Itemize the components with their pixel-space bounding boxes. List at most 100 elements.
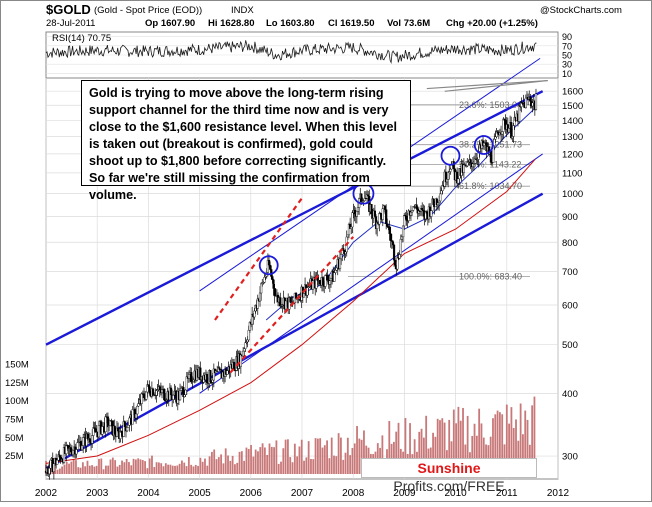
candle-body xyxy=(246,339,249,343)
price-tick-label: 1000 xyxy=(562,189,583,200)
candle-body xyxy=(185,376,188,391)
volume-bar xyxy=(319,438,322,474)
candle-body xyxy=(137,403,140,407)
candle-body xyxy=(183,394,186,397)
quote-date: 28-Jul-2011 xyxy=(46,18,95,29)
volume-bar xyxy=(176,465,179,474)
candle-body xyxy=(180,388,183,391)
volume-bar xyxy=(137,458,140,474)
volume-bar xyxy=(70,461,73,474)
candle-body xyxy=(192,379,195,382)
candle-body xyxy=(449,168,452,172)
volume-bar xyxy=(68,463,70,474)
volume-bar xyxy=(349,455,352,474)
price-tick-label: 1100 xyxy=(562,168,582,179)
candle-body xyxy=(86,433,89,439)
volume-bar xyxy=(162,466,165,474)
candle-body xyxy=(226,370,229,375)
volume-bar xyxy=(118,464,121,474)
volume-bar xyxy=(123,462,126,474)
volume-bar xyxy=(95,465,98,474)
candle-body xyxy=(169,387,173,396)
candle-body xyxy=(334,270,337,273)
volume-bar xyxy=(231,455,234,474)
watermark-link[interactable]: Sunshine Profits.com/FREE xyxy=(361,458,537,494)
volume-bar xyxy=(121,460,123,474)
volume-bar xyxy=(261,443,264,474)
volume-bar xyxy=(436,418,439,474)
candle-body xyxy=(318,280,321,285)
volume-bar xyxy=(192,466,195,474)
volume-bar xyxy=(79,467,82,474)
volume-bar xyxy=(220,454,223,474)
volume-bar xyxy=(275,440,278,474)
volume-bar xyxy=(287,439,289,474)
candle-body xyxy=(69,447,72,452)
volume-bar xyxy=(321,447,324,474)
x-tick-label: 2009 xyxy=(393,488,416,499)
x-tick-label: 2007 xyxy=(291,488,314,499)
volume-bar xyxy=(409,423,411,474)
x-tick-label: 2008 xyxy=(342,488,365,499)
price-tick-label: 1300 xyxy=(562,132,583,143)
price-tick-label: 1400 xyxy=(562,116,583,127)
candle-body xyxy=(335,267,338,271)
volume-bar xyxy=(466,415,469,474)
volume-bar xyxy=(268,443,271,474)
volume-bar xyxy=(160,463,163,474)
candle-body xyxy=(367,194,370,197)
rsi-tick-label: 50 xyxy=(562,51,572,61)
fib-label: 23.6%: 1503.04 xyxy=(459,100,522,110)
candle-body xyxy=(409,211,413,216)
volume-bar xyxy=(240,451,243,474)
moving-average-long xyxy=(45,159,536,464)
volume-bar xyxy=(307,441,310,474)
volume-bar xyxy=(296,456,299,474)
x-tick-label: 2006 xyxy=(240,488,263,499)
candle-body xyxy=(247,330,250,341)
candle-body xyxy=(239,354,242,367)
candle-body xyxy=(158,386,161,390)
volume-bar xyxy=(448,419,451,474)
volume-bar xyxy=(434,436,437,474)
volume-bar xyxy=(174,465,176,474)
volume-bar xyxy=(356,426,358,474)
volume-bar xyxy=(88,465,91,474)
candle-body xyxy=(123,421,126,427)
channel-upper xyxy=(45,90,544,346)
volume-bar xyxy=(65,461,68,474)
candle-body xyxy=(441,185,444,192)
quote-close: Cl 1619.50 xyxy=(328,18,374,29)
candle-body xyxy=(209,370,212,383)
quote-volume: Vol 73.6M xyxy=(387,18,430,29)
candle-body xyxy=(531,102,534,107)
volume-bar xyxy=(478,408,481,474)
volume-bar xyxy=(441,418,444,474)
volume-bar xyxy=(531,405,534,474)
volume-bar xyxy=(337,433,340,474)
trendline-dashed xyxy=(229,236,355,374)
quote-low: Lo 1603.80 xyxy=(266,18,315,29)
candle-body xyxy=(329,278,333,281)
volume-bar xyxy=(526,419,529,474)
candle-body xyxy=(534,93,538,110)
rsi-line xyxy=(45,40,537,65)
price-tick-label: 1600 xyxy=(562,87,583,98)
volume-bar xyxy=(489,436,492,474)
candle-body xyxy=(494,136,497,140)
volume-bar xyxy=(457,406,460,474)
volume-bar xyxy=(111,457,114,474)
volume-bar xyxy=(139,459,142,474)
volume-bar xyxy=(510,407,513,474)
candle-body xyxy=(49,459,52,469)
volume-bar xyxy=(323,445,326,474)
candle-body xyxy=(269,264,272,270)
candle-body xyxy=(326,274,329,281)
dashed-trendlines xyxy=(214,79,548,374)
candle-body xyxy=(389,233,392,241)
candle-body xyxy=(211,379,214,383)
candle-body xyxy=(469,159,472,164)
candle-body xyxy=(350,226,353,229)
candle-body xyxy=(403,215,406,227)
volume-bar xyxy=(498,412,501,474)
